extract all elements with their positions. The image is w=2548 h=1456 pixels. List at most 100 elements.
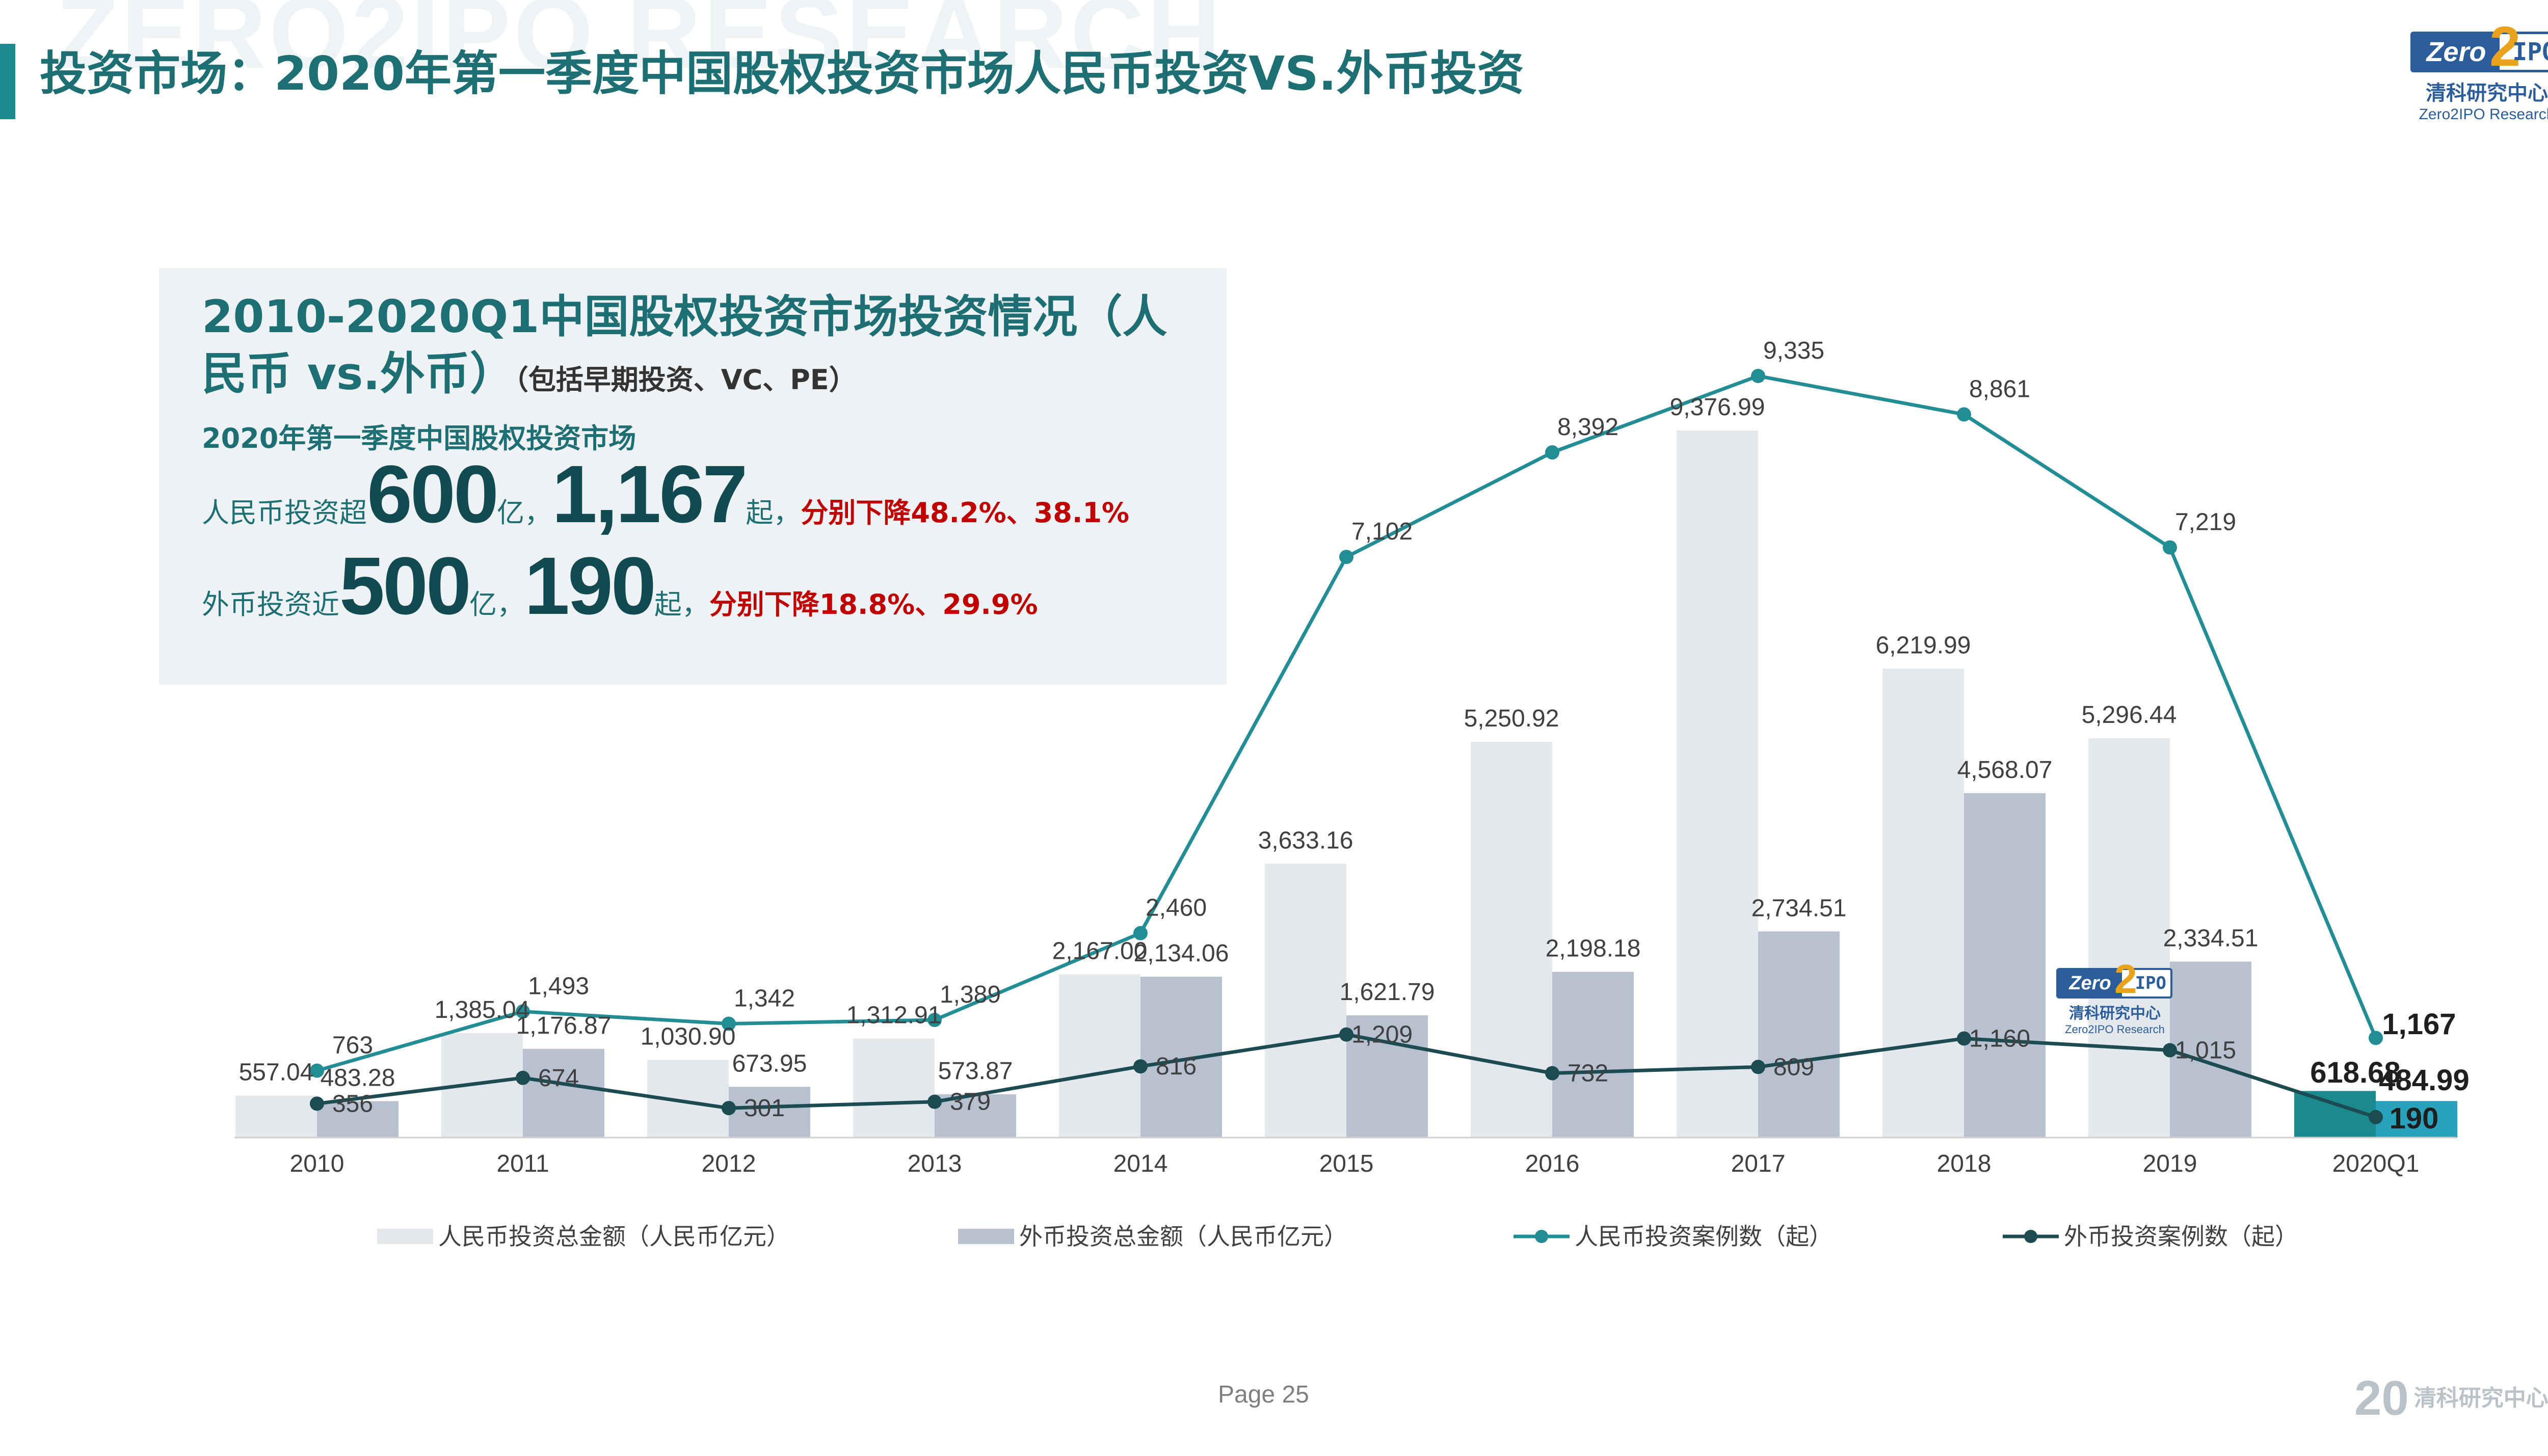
rmb-count-label: 1,389 (940, 981, 1001, 1008)
fx-amount-bar (317, 1101, 399, 1138)
fx-count-point (1339, 1027, 1353, 1042)
fx-count-point (1545, 1066, 1559, 1081)
summary-title: 2010-2020Q1中国股权投资市场投资情况（人民币 vs.外币）（包括早期投… (202, 288, 1196, 409)
fx-count-label: 816 (1156, 1053, 1197, 1080)
title-accent-bar (0, 44, 15, 119)
fx-count-label: 301 (744, 1095, 785, 1122)
fx-count-point (1751, 1060, 1765, 1074)
page-title: 投资市场：2020年第一季度中国股权投资市场人民币投资VS.外币投资 (40, 46, 1524, 101)
rmb-count-point (516, 1004, 530, 1019)
fx-unit1: 亿， (469, 588, 524, 621)
rmb-amount-bar (1882, 668, 1964, 1138)
x-tick-label: 2014 (1113, 1150, 1168, 1177)
rmb-amount-bar (1471, 741, 1552, 1138)
mini-logo-cn-text: 清科研究中心 (2069, 1005, 2161, 1022)
rmb-count-label: 8,861 (1969, 375, 2030, 402)
logo-mark: Zero 2 IPO (2410, 19, 2548, 75)
fx-amount-label: 2,134.06 (1134, 940, 1229, 967)
fx-count-label: 809 (1773, 1054, 1814, 1081)
logo-ipo: IPO (2512, 38, 2548, 66)
rmb-count-point (1133, 926, 1148, 940)
fx-count-point (927, 1094, 942, 1109)
rmb-count-label: 7,102 (1351, 518, 1413, 545)
fx-amount-label: 1,176.87 (516, 1012, 612, 1039)
fx-count-label: 379 (950, 1089, 991, 1116)
fx-amount-label: 4,568.07 (1957, 757, 2053, 784)
footer-logo: 20 清科研究中心 (2354, 1370, 2548, 1426)
legend-rmb-amount-label: 人民币投资总金额（人民币亿元） (438, 1223, 790, 1250)
fx-amount-bar (2376, 1101, 2457, 1138)
rmb-count-label: 763 (332, 1032, 373, 1059)
fx-amount-label: 673.95 (732, 1050, 807, 1077)
rmb-amount-bar (1677, 430, 1758, 1138)
fx-count-point (310, 1096, 324, 1111)
x-tick-label: 2020Q1 (2332, 1150, 2420, 1177)
page-number: Page 25 (1218, 1381, 1309, 1408)
rmb-count-label: 9,335 (1763, 337, 1824, 364)
x-tick-label: 2016 (1525, 1150, 1580, 1177)
fx-amount-label: 2,734.51 (1751, 895, 1847, 922)
fx-amount: 500 (339, 540, 471, 631)
rmb-count-label: 1,167 (2382, 1008, 2456, 1041)
fx-amount-label: 2,334.51 (2163, 925, 2259, 952)
fx-prefix: 外币投资近 (202, 588, 339, 621)
rmb-prefix: 人民币投资超 (202, 497, 367, 529)
fx-count-point (2163, 1043, 2177, 1058)
fx-amount-label: 2,198.18 (1546, 935, 1641, 962)
zero2ipo-logo: Zero 2 IPO 清科研究中心 Zero2IPO Research (2410, 19, 2548, 123)
watermark: ZERO2IPO RESEARCH (56, 0, 1224, 90)
fx-count: 190 (524, 540, 656, 631)
x-tick-label: 2012 (702, 1150, 756, 1177)
fx-amount-label: 573.87 (938, 1058, 1013, 1085)
legend-rmb-amount-swatch (377, 1229, 433, 1244)
fx-amount-label: 484.99 (2379, 1064, 2469, 1097)
rmb-change: 分别下降48.2%、38.1% (801, 497, 1130, 529)
rmb-count-label: 2,460 (1146, 895, 1207, 922)
fx-unit2: 起， (654, 588, 709, 621)
rmb-count-point (1545, 445, 1559, 460)
mini-logo-en-text: Zero2IPO Research (2065, 1023, 2165, 1036)
fx-change: 分别下降18.8%、29.9% (709, 588, 1038, 621)
mini-logo-ipo: IPO (2135, 973, 2166, 993)
rmb-count-point (1339, 550, 1353, 564)
x-tick-label: 2010 (290, 1150, 344, 1177)
fx-count-label: 732 (1568, 1060, 1608, 1087)
fx-count-label: 674 (538, 1065, 579, 1092)
rmb-amount-bar (2088, 738, 2170, 1138)
rmb-count-point (2369, 1031, 2383, 1045)
fx-count-label: 1,209 (1351, 1021, 1413, 1048)
rmb-count-point (927, 1013, 942, 1028)
rmb-count-point (722, 1016, 736, 1031)
rmb-count-point (1751, 369, 1765, 383)
rmb-unit2: 起， (746, 497, 801, 529)
rmb-count: 1,167 (551, 448, 748, 540)
summary-title-note: （包括早期投资、VC、PE） (514, 364, 857, 396)
rmb-count-label: 1,342 (734, 985, 795, 1012)
fx-count-label: 356 (332, 1090, 373, 1117)
fx-amount-bar (2170, 961, 2251, 1138)
fx-amount-bar (1964, 793, 2046, 1138)
x-tick-label: 2015 (1319, 1150, 1374, 1177)
fx-count-label: 190 (2390, 1102, 2439, 1135)
footer-logo-num: 20 (2354, 1371, 2409, 1425)
fx-amount-label: 483.28 (321, 1064, 395, 1091)
rmb-amount-label: 3,633.16 (1258, 827, 1353, 854)
fx-amount-bar (523, 1048, 604, 1138)
fx-amount-bar (1758, 931, 1840, 1138)
logo-en-text: Zero2IPO Research (2419, 106, 2548, 123)
rmb-count-label: 8,392 (1557, 414, 1618, 441)
legend-fx-count-swatch-dot (2024, 1230, 2037, 1243)
fx-count-label: 1,160 (1969, 1025, 2030, 1052)
rmb-amount-label: 1,385.04 (435, 996, 530, 1023)
rmb-unit1: 亿， (496, 497, 552, 529)
rmb-amount-bar (853, 1038, 935, 1138)
legend-fx-amount-label: 外币投资总金额（人民币亿元） (1019, 1223, 1347, 1250)
rmb-amount-label: 1,312.91 (846, 1002, 942, 1029)
rmb-count-point (310, 1063, 324, 1078)
rmb-amount-label: 2,167.00 (1052, 937, 1148, 964)
legend-fx-amount-swatch (958, 1229, 1014, 1244)
rmb-amount-label: 5,296.44 (2082, 702, 2177, 729)
summary-rmb-line: 人民币投资超600亿，1,167起，分别下降48.2%、38.1% (202, 447, 1129, 541)
summary-box: 2010-2020Q1中国股权投资市场投资情况（人民币 vs.外币）（包括早期投… (159, 268, 1227, 685)
